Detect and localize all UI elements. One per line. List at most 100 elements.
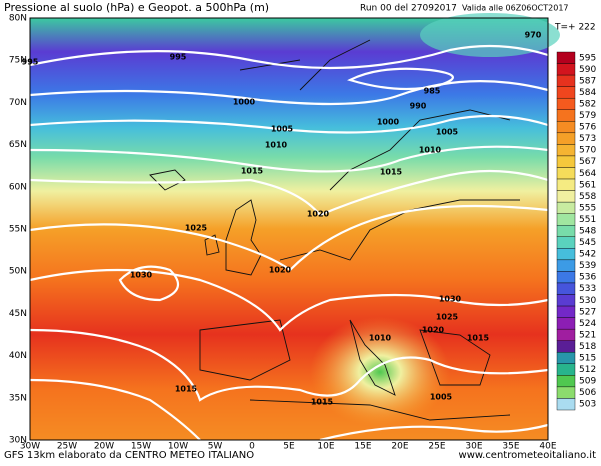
colorbar-label: 582 xyxy=(579,99,596,109)
lon-label: 25E xyxy=(428,442,445,452)
colorbar-label: 512 xyxy=(579,365,596,375)
lat-label: 30N xyxy=(9,436,27,446)
colorbar-swatch xyxy=(556,375,576,388)
colorbar-swatch xyxy=(556,213,576,226)
lat-label: 75N xyxy=(9,56,27,66)
colorbar-label: 518 xyxy=(579,342,596,352)
lat-label: 35N xyxy=(9,393,27,403)
colorbar-label: 567 xyxy=(579,157,596,167)
lon-label: 20E xyxy=(391,442,408,452)
run-info: Run 00 del 27092017 xyxy=(360,4,457,14)
colorbar-swatch xyxy=(556,201,576,214)
colorbar-swatch xyxy=(556,305,576,318)
isobar-label: 1005 xyxy=(430,393,453,402)
isobar-label: 1005 xyxy=(271,125,294,134)
colorbar-swatch xyxy=(556,121,576,134)
colorbar-label: 555 xyxy=(579,203,596,213)
lat-label: 65N xyxy=(9,140,27,150)
colorbar-label: 515 xyxy=(579,354,596,364)
lon-label: 10E xyxy=(317,442,334,452)
colorbar-swatch xyxy=(556,352,576,365)
colorbar-swatch xyxy=(556,259,576,272)
colorbar-swatch xyxy=(556,74,576,87)
coastlines xyxy=(149,39,520,421)
lon-label: 25W xyxy=(57,442,77,452)
colorbar-label: 558 xyxy=(579,192,596,202)
colorbar-label: 573 xyxy=(579,134,596,144)
colorbar-label: 542 xyxy=(579,250,596,260)
lat-label: 70N xyxy=(9,98,27,108)
isobar-label: 1010 xyxy=(369,334,392,343)
valid-info: Valida alle 06Z06OCT2017 xyxy=(462,4,569,13)
colorbar-label: 590 xyxy=(579,65,596,75)
lon-label: 40E xyxy=(539,442,556,452)
lon-label: 10W xyxy=(168,442,188,452)
colorbar-label: 536 xyxy=(579,273,596,283)
isobar-label: 985 xyxy=(424,87,441,96)
colorbar-label: 533 xyxy=(579,284,596,294)
footer-site: www.centrometeoitaliano.it xyxy=(459,450,597,461)
isobar-label: 1010 xyxy=(265,141,288,150)
isobar-label: 1015 xyxy=(380,168,403,177)
colorbar-label: 570 xyxy=(579,146,596,156)
footer-model: GFS 13km elaborato da CENTRO METEO ITALI… xyxy=(4,450,254,461)
isobar-label: 995 xyxy=(170,53,187,62)
isobars xyxy=(29,44,549,442)
isobar-label: 995 xyxy=(22,58,39,67)
lon-label: 15W xyxy=(131,442,151,452)
colorbar-label: 584 xyxy=(579,88,596,98)
isobar-label: 1000 xyxy=(233,98,256,107)
isobar-label: 1025 xyxy=(436,313,459,322)
colorbar-label: 545 xyxy=(579,238,596,248)
isobar-label: 1015 xyxy=(241,167,264,176)
colorbar-label: 506 xyxy=(579,388,596,398)
lon-label: 30W xyxy=(20,442,40,452)
colorbar-label: 561 xyxy=(579,180,596,190)
isobar-label: 1010 xyxy=(419,146,442,155)
isobar-label: 1020 xyxy=(307,210,330,219)
colorbar-label: 587 xyxy=(579,76,596,86)
isobar-label: 1005 xyxy=(436,128,459,137)
colorbar-label: 595 xyxy=(579,53,596,63)
isobar-label: 1030 xyxy=(439,295,462,304)
colorbar-label: 527 xyxy=(579,307,596,317)
lon-label: 30E xyxy=(465,442,482,452)
colorbar-label: 524 xyxy=(579,319,596,329)
colorbar-swatch xyxy=(556,398,576,411)
colorbar-swatch xyxy=(556,225,576,237)
colorbar-swatch xyxy=(556,363,576,376)
colorbar-swatch xyxy=(556,190,576,203)
colorbar-swatch xyxy=(556,97,576,110)
isobar-label: 1015 xyxy=(467,334,490,343)
lon-label: 20W xyxy=(94,442,114,452)
isobar-label: 990 xyxy=(410,102,427,111)
colorbar-label: 530 xyxy=(579,296,596,306)
colorbar-swatch xyxy=(556,86,576,99)
lon-label: 0 xyxy=(249,442,255,452)
colorbar-label: 503 xyxy=(579,400,596,410)
isobar-label: 1025 xyxy=(185,224,208,233)
colorbar-label: 521 xyxy=(579,330,596,340)
lat-label: 45N xyxy=(9,309,27,319)
colorbar-label: 509 xyxy=(579,377,596,387)
colorbar-swatch xyxy=(556,132,576,145)
polar-field xyxy=(420,13,560,57)
isobar-label: 1030 xyxy=(130,271,153,280)
colorbar-swatch xyxy=(556,236,576,249)
colorbar-label: 579 xyxy=(579,111,596,121)
isobar-label: 1015 xyxy=(311,398,334,407)
lat-label: 50N xyxy=(9,267,27,277)
isobar-label: 1000 xyxy=(377,118,400,127)
lat-label: 60N xyxy=(9,182,27,192)
lon-label: 35E xyxy=(502,442,519,452)
colorbar-swatch xyxy=(556,178,576,191)
map-frame xyxy=(29,17,549,441)
colorbar-label: 564 xyxy=(579,169,596,179)
colorbar-swatch xyxy=(556,109,576,122)
colorbar-swatch xyxy=(556,167,576,180)
colorbar-swatch xyxy=(556,51,576,64)
title: Pressione al suolo (hPa) e Geopot. a 500… xyxy=(4,1,269,14)
lat-label: 40N xyxy=(9,351,27,361)
colorbar-swatch xyxy=(556,63,576,76)
isobar-label: 1020 xyxy=(422,326,445,335)
